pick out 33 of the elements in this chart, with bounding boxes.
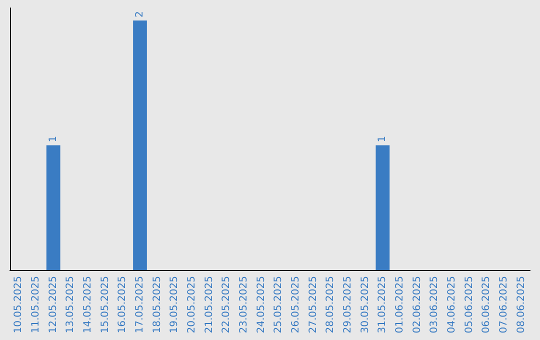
x-tick-label: 27.05.2025 bbox=[308, 276, 319, 334]
x-tick-label: 29.05.2025 bbox=[342, 276, 354, 334]
x-tick-label: 08.06.2025 bbox=[516, 276, 527, 334]
x-tick-label: 28.05.2025 bbox=[325, 276, 336, 334]
x-tick-label: 20.05.2025 bbox=[186, 276, 198, 334]
x-tick-label: 13.05.2025 bbox=[65, 276, 76, 334]
x-tick-label: 10.05.2025 bbox=[13, 276, 24, 334]
x-tick-label: 25.05.2025 bbox=[273, 276, 284, 334]
x-tick-label: 06.06.2025 bbox=[481, 276, 492, 334]
x-tick-label: 19.05.2025 bbox=[169, 276, 180, 334]
data-label: 1 bbox=[377, 136, 388, 142]
x-tick-label: 16.05.2025 bbox=[117, 276, 128, 334]
x-tick-label: 21.05.2025 bbox=[204, 276, 215, 334]
x-tick-label: 07.06.2025 bbox=[498, 276, 510, 334]
x-tick-label: 11.05.2025 bbox=[30, 276, 42, 334]
x-tick-label: 31.05.2025 bbox=[377, 276, 388, 334]
x-tick-label: 05.06.2025 bbox=[464, 276, 475, 334]
x-tick-label: 26.05.2025 bbox=[290, 276, 302, 334]
data-label: 1 bbox=[48, 136, 59, 142]
x-tick-label: 18.05.2025 bbox=[152, 276, 163, 334]
x-tick-label: 15.05.2025 bbox=[100, 276, 111, 334]
x-tick-label: 14.05.2025 bbox=[82, 276, 94, 334]
x-tick-label: 22.05.2025 bbox=[221, 276, 232, 334]
x-tick-label: 01.06.2025 bbox=[394, 276, 406, 334]
x-tick-label: 03.06.2025 bbox=[429, 276, 440, 334]
data-label: 2 bbox=[134, 11, 146, 18]
x-tick-label: 17.05.2025 bbox=[134, 276, 146, 334]
x-tick-label: 02.06.2025 bbox=[412, 276, 423, 334]
x-tick-label: 04.06.2025 bbox=[446, 276, 458, 334]
x-tick-label: 12.05.2025 bbox=[48, 276, 59, 334]
x-tick-label: 30.05.2025 bbox=[360, 276, 371, 334]
x-tick-label: 23.05.2025 bbox=[238, 276, 250, 334]
x-tick-label: 24.05.2025 bbox=[256, 276, 267, 334]
